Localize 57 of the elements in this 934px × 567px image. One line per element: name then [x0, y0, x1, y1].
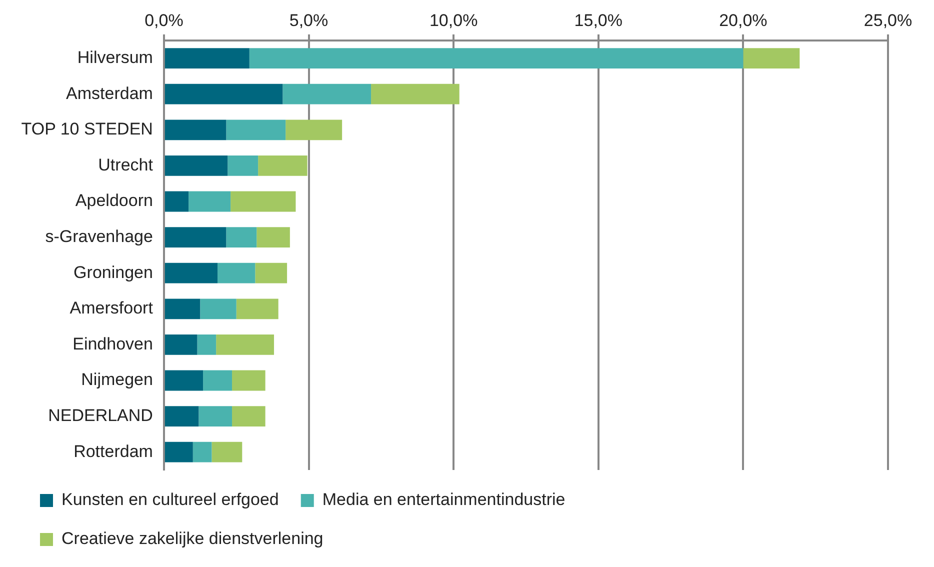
bar [258, 155, 308, 176]
x-tick-label: 20,0% [719, 10, 768, 30]
bar [164, 262, 218, 284]
x-tick-label: 0,0% [144, 10, 184, 30]
x-tick-label: 25,0% [864, 10, 912, 30]
bar [164, 334, 198, 355]
bar [228, 155, 258, 176]
y-tick-label: Rotterdam [74, 442, 153, 461]
bar [164, 298, 200, 320]
x-tick-label: 5,0% [289, 10, 328, 30]
y-tick-label: s-Gravenhage [45, 226, 153, 246]
y-tick-label: Nijmegen [81, 370, 153, 390]
bar [200, 298, 236, 320]
y-tick-label: TOP 10 STEDEN [21, 120, 153, 139]
bar [282, 84, 372, 104]
bar [226, 120, 286, 140]
bar [256, 227, 290, 248]
bar [236, 298, 278, 320]
bar [230, 191, 296, 212]
y-tick-label: Apeldoorn [75, 191, 153, 210]
bar [226, 227, 257, 248]
bar [249, 48, 744, 69]
bar [255, 262, 288, 284]
bar [164, 227, 226, 248]
bar [212, 442, 242, 462]
x-tick-label: 15,0% [574, 10, 622, 30]
x-tick-label: 10,0% [429, 10, 478, 30]
bar [203, 370, 232, 391]
bar [743, 48, 800, 69]
bar [198, 406, 232, 427]
bar [216, 334, 274, 355]
y-tick-label: Hilversum [77, 48, 153, 67]
bar [164, 442, 193, 462]
bar [164, 48, 250, 69]
bar [164, 84, 283, 104]
bar [164, 120, 226, 140]
y-tick-label: Groningen [74, 262, 153, 282]
y-tick-label: NEDERLAND [48, 406, 153, 425]
bar [188, 191, 231, 212]
bar [218, 262, 256, 284]
bar [164, 155, 228, 176]
y-tick-label: Amsterdam [66, 84, 153, 103]
y-tick-label: Utrecht [98, 155, 154, 174]
bar [164, 406, 199, 427]
bar [371, 84, 460, 104]
legend-label: Media en entertainmentindustrie [322, 490, 566, 510]
bar [286, 120, 342, 140]
bar [232, 370, 266, 391]
bar [164, 191, 189, 212]
bar [197, 334, 216, 355]
bar [232, 406, 266, 427]
y-tick-label: Amersfoort [70, 298, 154, 318]
bar [192, 442, 212, 462]
bar [164, 370, 204, 391]
legend-label: Creatieve zakelijke dienstverlening [62, 529, 324, 548]
y-tick-label: Eindhoven [72, 334, 153, 354]
legend-label: Kunsten en cultureel erfgoed [62, 490, 279, 510]
